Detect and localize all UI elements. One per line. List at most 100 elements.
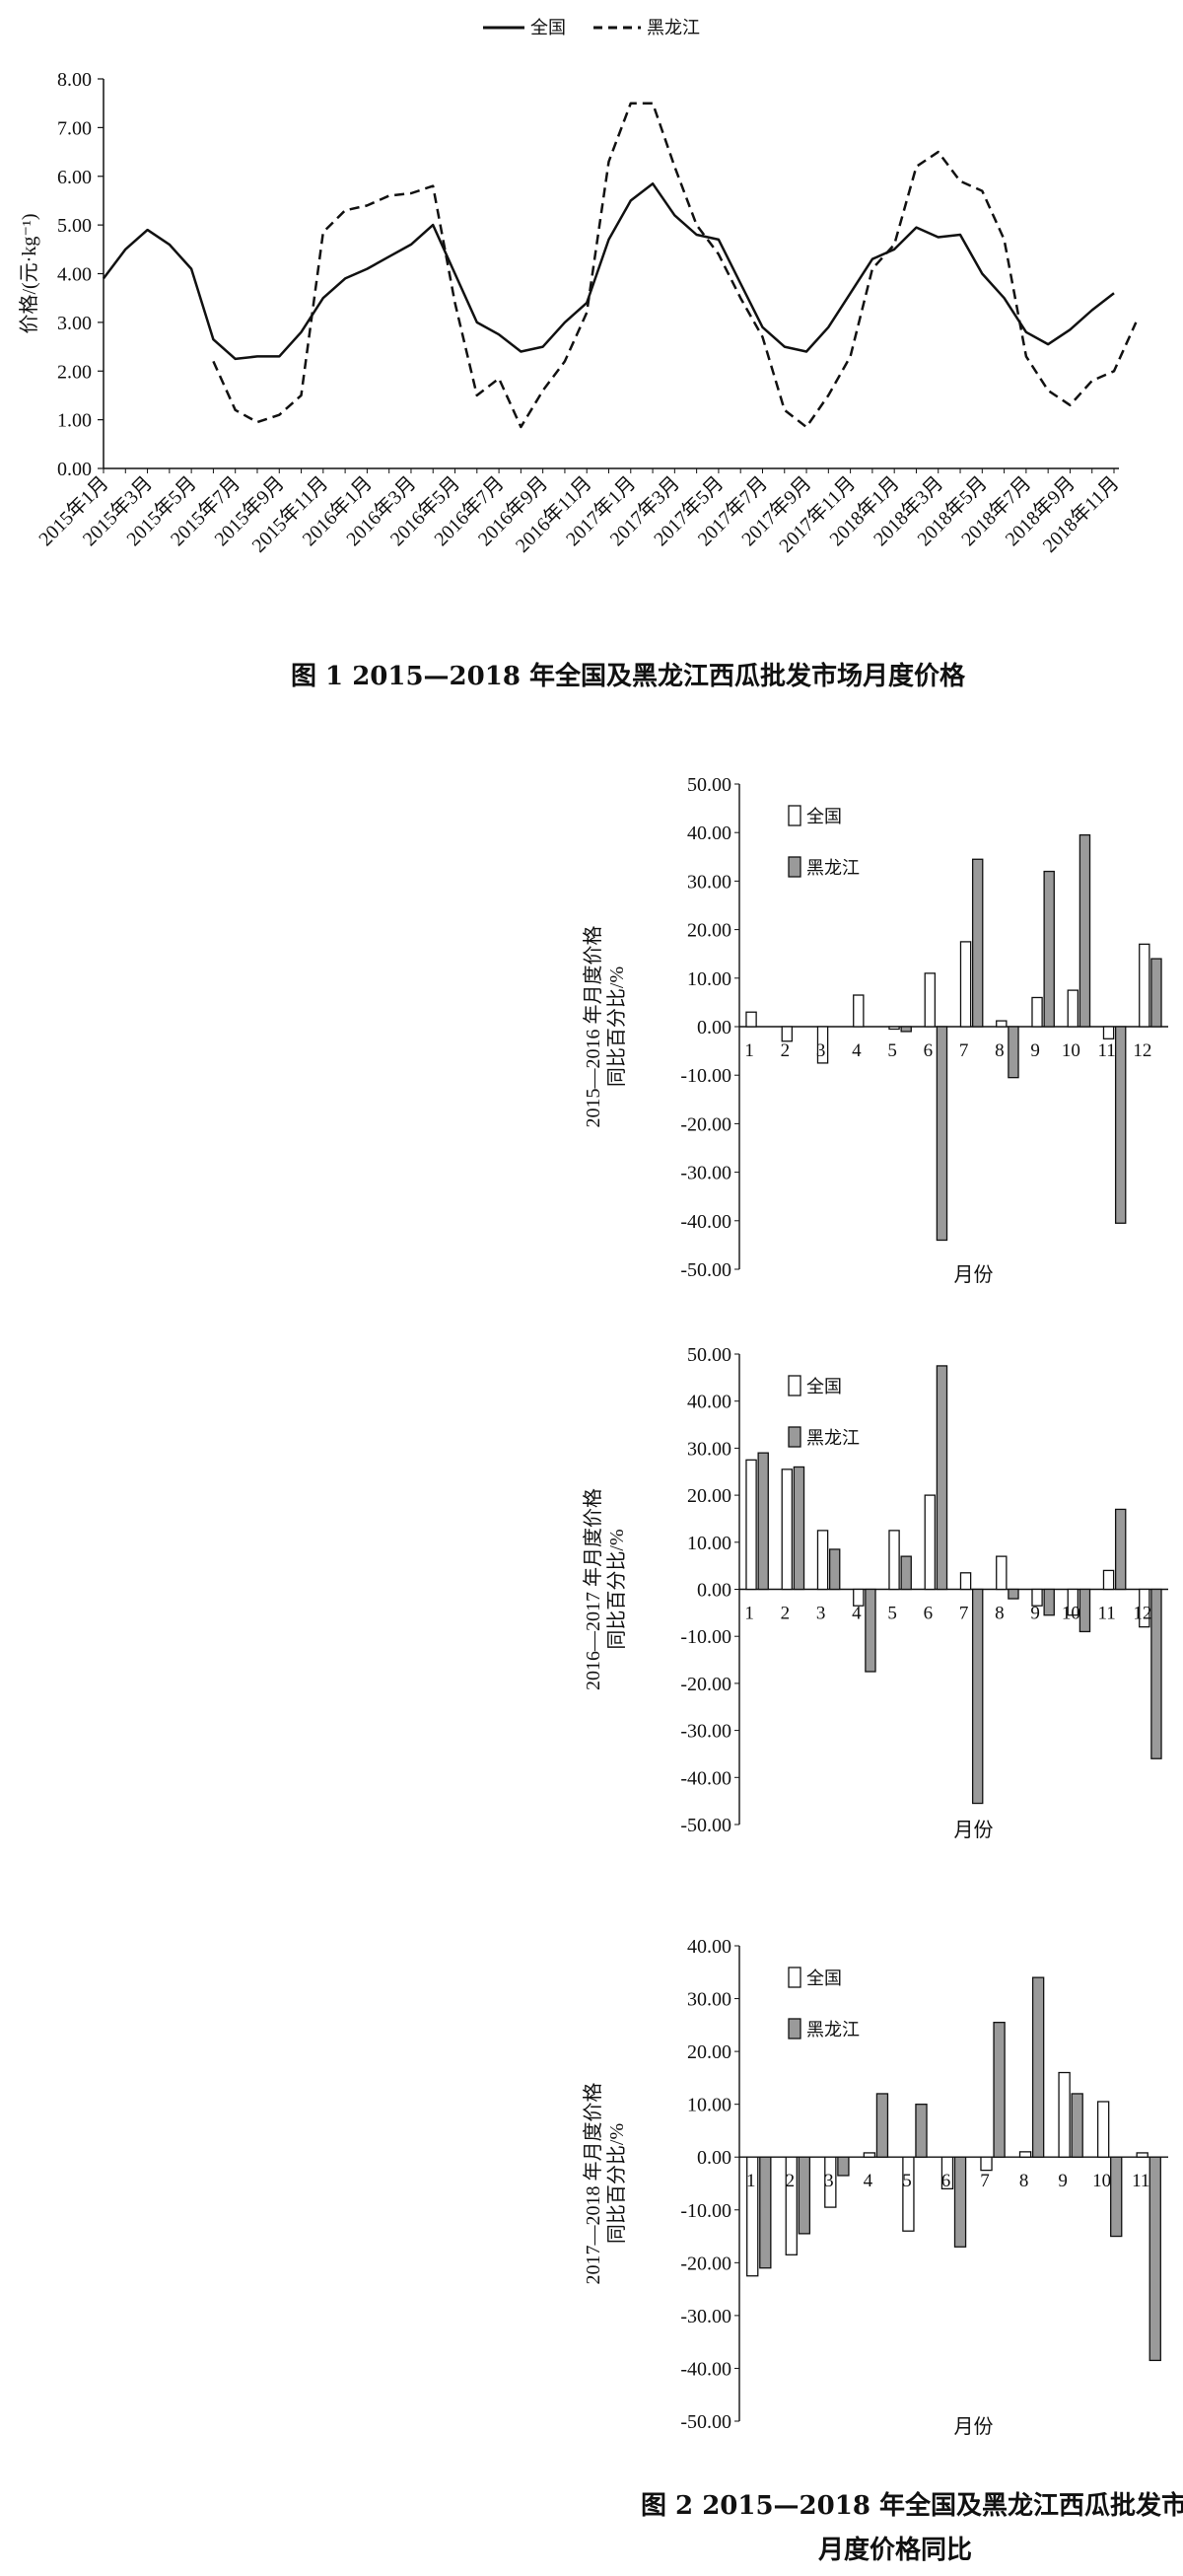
bar-heilongjiang [1114,1026,1127,1224]
legend-swatch-heilongjiang [788,1426,801,1448]
legend-label-national: 全国 [806,807,842,827]
y-tick-label: -30.00 [680,2306,731,2327]
bar-national [853,994,865,1028]
x-category-label: 9 [1030,1604,1040,1624]
bar-heilongjiang [971,1588,984,1805]
bar-heilongjiang [936,1365,948,1591]
bar-national [781,1468,794,1591]
x-category-label: 6 [924,1040,934,1061]
y-tick-label: -20.00 [680,1674,731,1695]
bar-national [1136,2152,1148,2158]
y-tick-label: 30.00 [687,1438,731,1460]
y-tick-label: 40.00 [687,823,731,844]
bar-national [1018,2151,1032,2158]
legend-label-heilongjiang: 黑龙江 [806,858,860,879]
bar-heilongjiang [1110,2156,1123,2238]
bar-national [781,1026,794,1042]
y-axis-label-line1: 2015—2016 年月度价格 [582,926,604,1128]
y-tick-label: 20.00 [687,1485,731,1507]
figure-1-line-chart: 0.001.002.003.004.005.006.007.008.002015… [18,18,1138,557]
bar-heilongjiang [1008,1026,1019,1079]
bar-national [1139,1588,1150,1628]
y-tick-label: 30.00 [687,1989,731,2011]
x-category-label: 9 [1030,1040,1040,1061]
bar-national [1096,2101,1110,2158]
y-tick-label: -30.00 [680,1163,731,1184]
x-category-label: 4 [852,1040,862,1061]
x-category-label: 3 [824,2171,834,2191]
bar-national [1031,996,1043,1028]
bar-national [959,941,972,1028]
series-line-heilongjiang [212,102,1138,429]
bar-heilongjiang [915,2104,928,2158]
x-axis-label: 月份 [954,1819,994,1841]
y-tick-label: -40.00 [680,1767,731,1789]
x-category-label: 10 [1062,1040,1080,1061]
y-axis-label-line1: 2016—2017 年月度价格 [582,1488,604,1690]
x-category-label: 1 [744,1604,754,1624]
bar-national [996,1555,1008,1591]
figure-2-caption-line2: 月度价格同比 [818,2536,973,2565]
bar-heilongjiang [900,1555,912,1591]
x-category-label: 5 [902,2171,912,2191]
y-tick-label: 0.00 [697,2147,731,2169]
bar-national [980,2156,993,2172]
x-category-label: 8 [995,1040,1005,1061]
bar-national [816,1530,829,1591]
bar-national [888,1026,900,1031]
bar-national [888,1530,900,1591]
y-tick-label: 8.00 [57,69,92,91]
series-line-national [103,181,1115,361]
y-tick-label: 50.00 [687,1344,731,1366]
bar-heilongjiang [759,2156,772,2269]
bar-national [863,2152,876,2158]
y-tick-label: 0.00 [697,1017,731,1038]
x-category-label: 3 [816,1604,826,1624]
x-category-label: 6 [924,1604,934,1624]
y-tick-label: -20.00 [680,2253,731,2274]
y-tick-label: 4.00 [57,264,92,286]
bar-national [959,1572,972,1591]
x-axis-label: 月份 [954,2415,994,2438]
bar-heilongjiang [837,2156,850,2177]
y-tick-label: 40.00 [687,1936,731,1958]
y-tick-label: -30.00 [680,1721,731,1743]
y-tick-label: 10.00 [687,968,731,990]
bar-heilongjiang [1114,1508,1127,1591]
bar-national [1058,2071,1071,2158]
x-category-label: 12 [1133,1604,1151,1624]
y-tick-label: 0.00 [57,459,92,480]
legend-swatch-heilongjiang [788,2018,801,2039]
legend-label-heilongjiang: 黑龙江 [806,2020,860,2040]
legend-label-heilongjiang: 黑龙江 [647,18,700,38]
x-category-label: 7 [959,1040,969,1061]
y-tick-label: -50.00 [680,1815,731,1836]
figure-2a-bar-chart: 50.00 40.00 30.00 20.00 10.00 0.00 -10.00 -20.0… [582,774,1168,1286]
y-tick-label: 0.00 [697,1580,731,1602]
x-category-label: 2 [786,2171,796,2191]
bar-national [996,1020,1008,1028]
x-category-label: 5 [887,1040,897,1061]
bar-heilongjiang [1008,1588,1019,1600]
y-axis-label-line2: 同比百分比/% [605,1529,628,1649]
bar-national [940,2156,954,2190]
y-tick-label: 20.00 [687,920,731,942]
bar-national [746,2156,759,2277]
bar-national [1102,1569,1115,1591]
y-tick-label: -10.00 [680,1065,731,1087]
bar-heilongjiang [1079,1588,1091,1633]
y-tick-label: -10.00 [680,1626,731,1648]
y-axis-label-line2: 同比百分比/% [605,2123,628,2244]
x-category-label: 10 [1062,1604,1080,1624]
x-category-label: 1 [744,1040,754,1061]
bar-heilongjiang [1150,958,1162,1028]
bar-heilongjiang [993,2022,1006,2158]
bar-national [924,1494,937,1591]
bar-heilongjiang [798,2156,811,2235]
bar-national [924,972,937,1028]
legend-swatch-heilongjiang [788,856,801,878]
bar-national [1067,1588,1079,1616]
x-category-label: 11 [1132,2171,1149,2191]
bar-national [853,1588,865,1607]
y-tick-label: 7.00 [57,117,92,139]
